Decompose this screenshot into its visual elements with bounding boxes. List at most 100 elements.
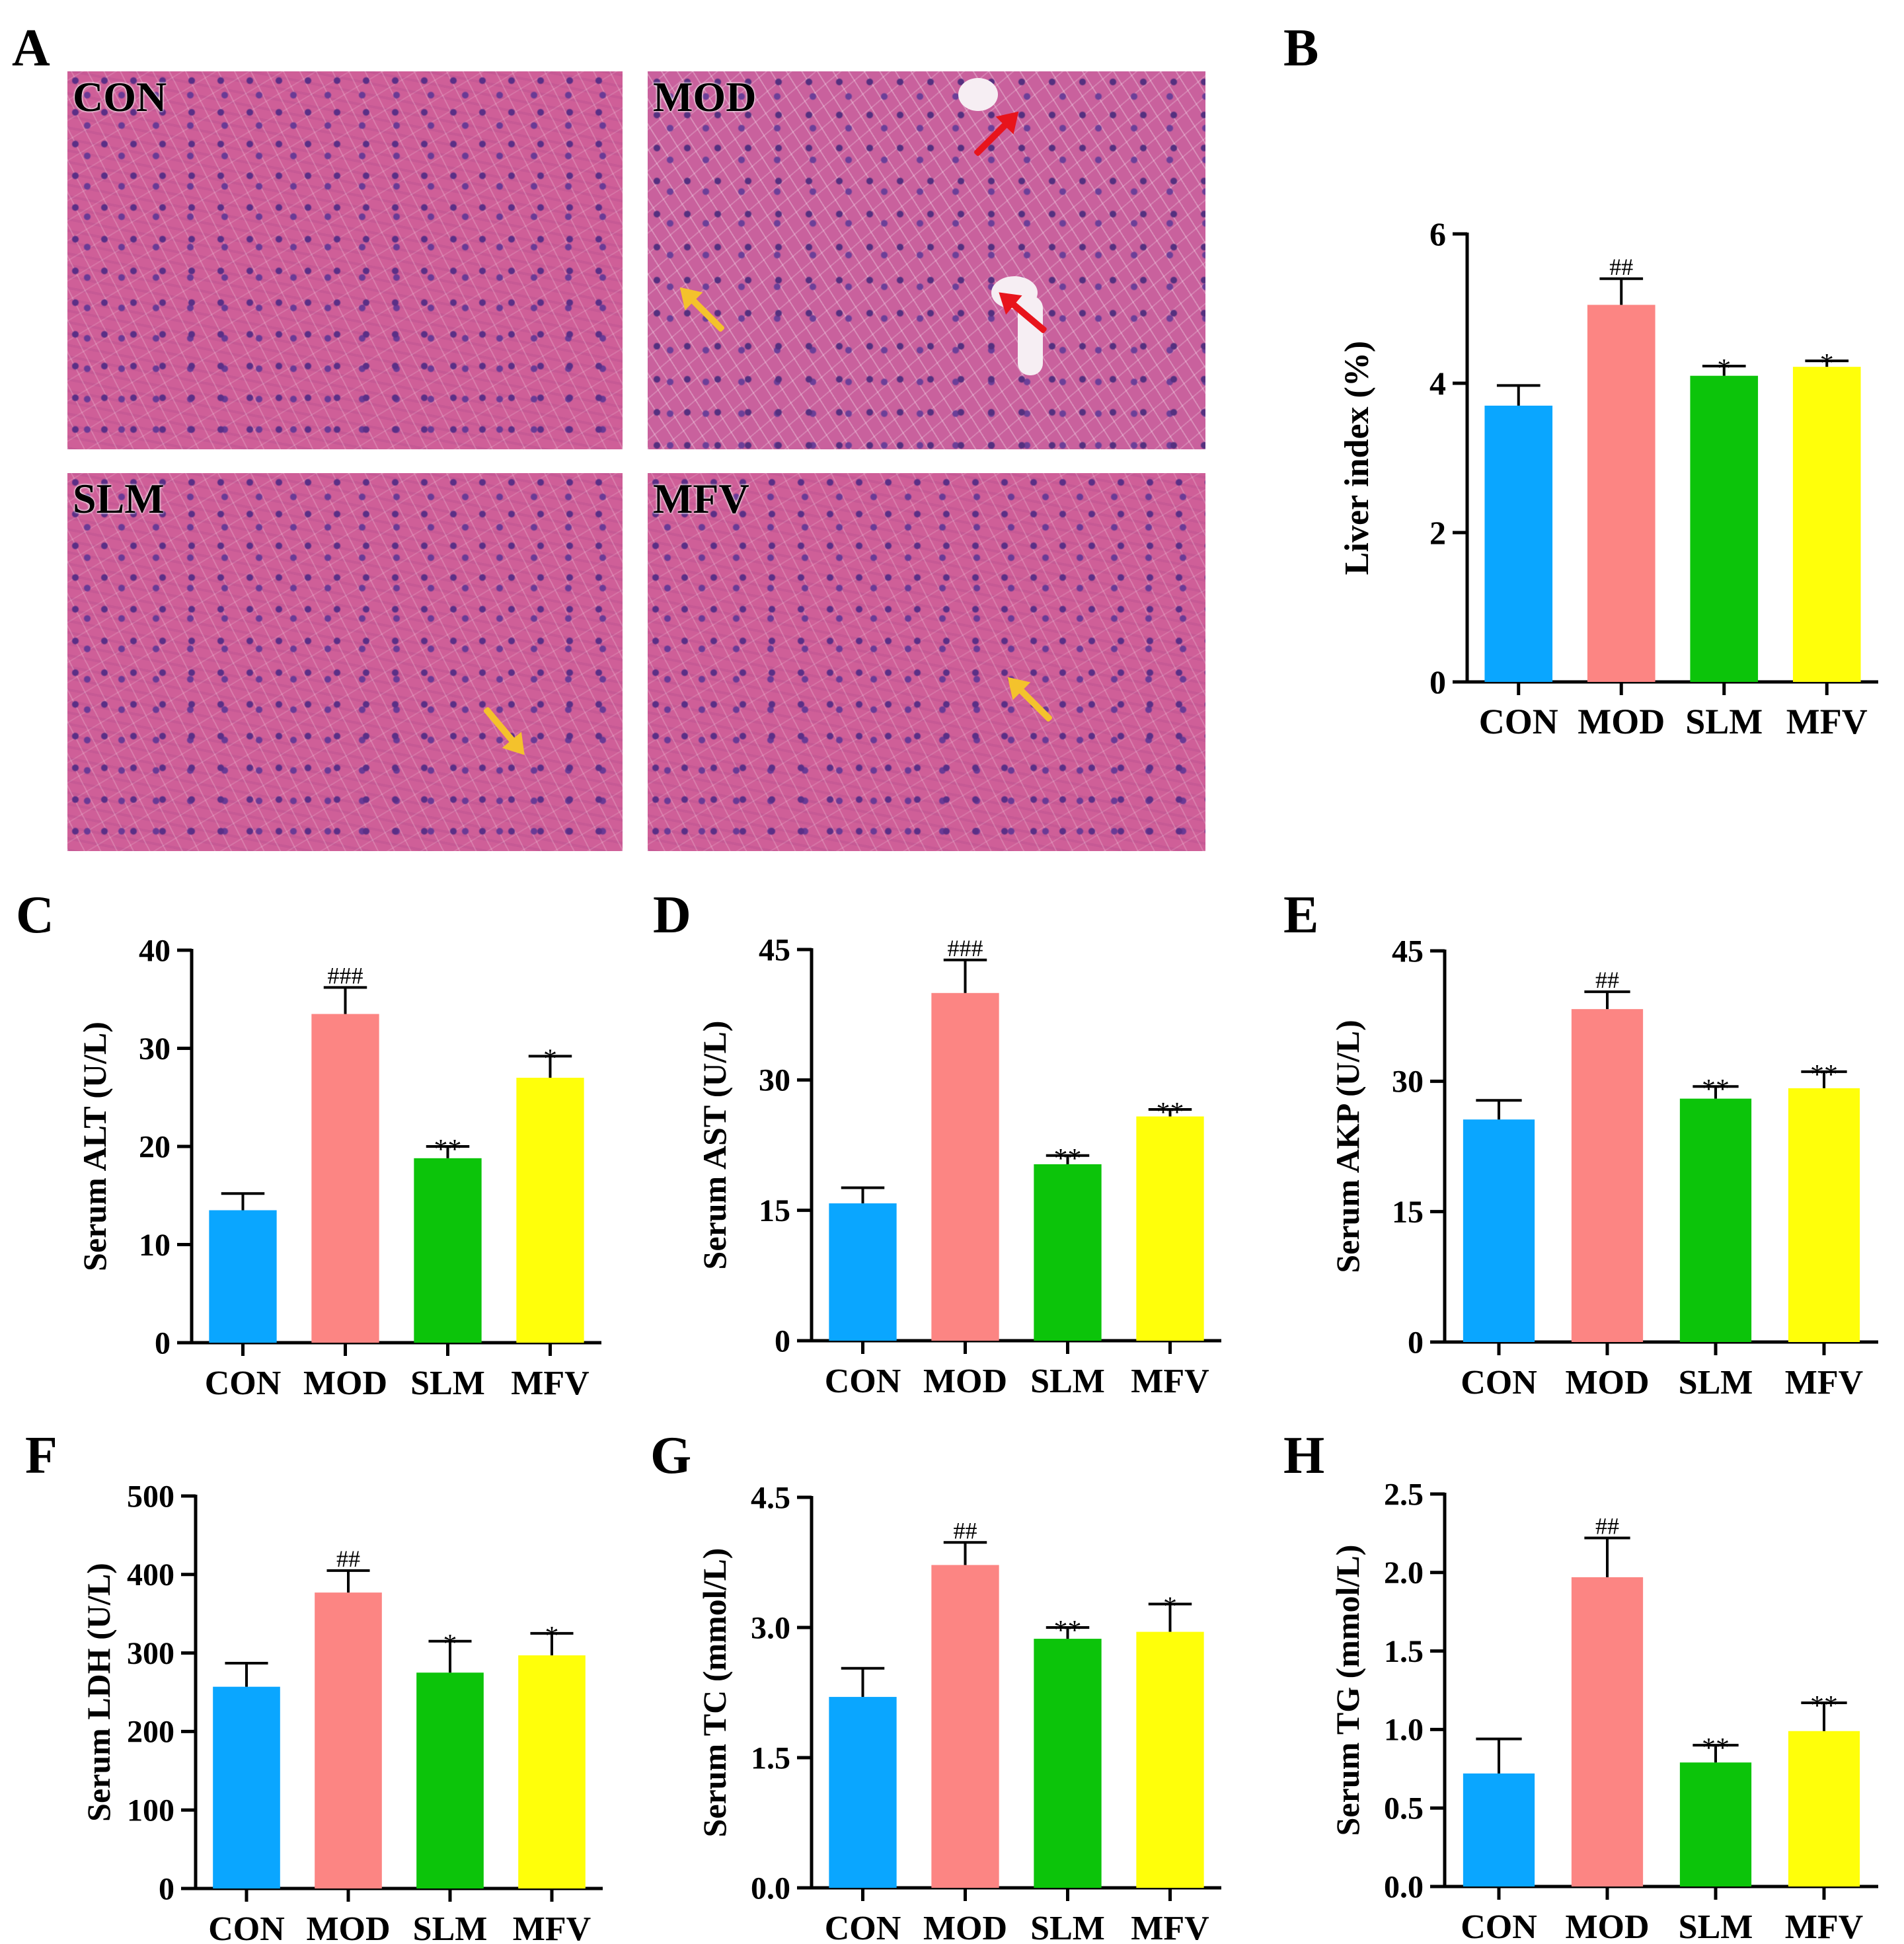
significance-marker: ** <box>1702 1733 1730 1764</box>
significance-marker: ### <box>328 962 363 989</box>
y-tick-label: 10 <box>139 1228 171 1263</box>
significance-marker: ## <box>954 1517 977 1544</box>
bar-con <box>209 1210 277 1343</box>
y-tick-label: 30 <box>1392 1065 1424 1100</box>
x-tick-label: MFV <box>513 1910 591 1944</box>
x-tick-label: MOD <box>1578 702 1665 741</box>
bar-con <box>213 1686 280 1888</box>
significance-marker: ** <box>1702 1074 1730 1105</box>
significance-marker: ### <box>948 935 983 961</box>
y-tick-label: 200 <box>127 1715 174 1750</box>
y-tick-label: 2 <box>1429 514 1446 551</box>
bar-con <box>1463 1773 1535 1887</box>
significance-marker: ## <box>1609 254 1633 280</box>
significance-marker: * <box>1820 349 1834 379</box>
micrograph-mfv: MFV <box>648 473 1205 851</box>
bar-slm <box>1679 1098 1752 1342</box>
bar-mfv <box>1792 367 1861 682</box>
significance-marker: ** <box>1054 1616 1082 1646</box>
significance-marker: ** <box>1810 1060 1838 1090</box>
x-tick-label: CON <box>1461 1364 1537 1402</box>
y-tick-label: 45 <box>759 932 790 967</box>
x-tick-label: SLM <box>1679 1364 1753 1402</box>
bar-mod <box>931 992 999 1341</box>
bar-mod <box>931 1565 999 1888</box>
bar-slm <box>1034 1164 1102 1341</box>
panel-letter-f: F <box>25 1427 57 1485</box>
bar-slm <box>414 1158 482 1343</box>
significance-marker: ** <box>1810 1691 1838 1721</box>
micrograph-label-con: CON <box>73 73 167 120</box>
y-tick-label: 500 <box>127 1479 174 1514</box>
bar-mod <box>1571 1009 1644 1342</box>
bar-slm <box>1690 375 1759 682</box>
bar-mfv <box>518 1655 586 1888</box>
bar-mod <box>311 1014 379 1343</box>
y-tick-label: 100 <box>127 1793 174 1828</box>
x-tick-label: SLM <box>1030 1910 1105 1944</box>
bar-con <box>1484 405 1553 682</box>
y-tick-label: 300 <box>127 1636 174 1671</box>
bar-con <box>829 1203 897 1341</box>
panel-letter-h: H <box>1283 1427 1325 1485</box>
x-tick-label: MOD <box>1565 1364 1649 1402</box>
y-tick-label: 0 <box>775 1324 790 1359</box>
x-tick-label: MFV <box>511 1365 589 1402</box>
y-tick-label: 4 <box>1429 365 1446 402</box>
panel-letter-g: G <box>650 1427 692 1485</box>
significance-marker: * <box>543 1044 557 1074</box>
y-tick-label: 3.0 <box>751 1610 790 1645</box>
micrograph-con: CON <box>67 71 623 449</box>
y-tick-label: 0 <box>1408 1325 1424 1360</box>
x-tick-label: SLM <box>410 1365 485 1402</box>
y-tick-label: 30 <box>139 1031 171 1066</box>
y-axis-label: Serum TG (mmol/L) <box>1329 1545 1366 1836</box>
x-tick-label: CON <box>825 1363 901 1400</box>
x-tick-label: CON <box>1479 702 1558 741</box>
significance-marker: ## <box>336 1546 360 1572</box>
x-tick-label: MFV <box>1785 1364 1863 1402</box>
significance-marker: ## <box>1595 1513 1619 1540</box>
y-axis-label: Serum LDH (U/L) <box>80 1563 117 1822</box>
y-tick-label: 40 <box>139 933 171 968</box>
panel-letter-c: C <box>16 886 54 944</box>
bar-con <box>1463 1119 1535 1342</box>
y-axis-label: Liver index (%) <box>1338 341 1376 575</box>
micrograph-slm: SLM <box>67 473 623 851</box>
panel-letter-d: D <box>653 886 691 944</box>
x-tick-label: MOD <box>306 1910 390 1944</box>
x-tick-label: MOD <box>303 1365 387 1402</box>
y-tick-label: 0.5 <box>1384 1791 1424 1826</box>
significance-marker: ** <box>434 1135 462 1165</box>
y-tick-label: 0 <box>155 1326 171 1361</box>
bar-mfv <box>516 1078 584 1343</box>
x-tick-label: MOD <box>1565 1908 1649 1944</box>
y-tick-label: 0.0 <box>751 1871 790 1906</box>
bar-mfv <box>1788 1731 1860 1887</box>
x-tick-label: MFV <box>1785 1908 1863 1944</box>
panel-letter-b: B <box>1283 19 1319 77</box>
y-axis-label: Serum AKP (U/L) <box>1329 1020 1366 1273</box>
x-tick-label: SLM <box>1685 702 1763 741</box>
y-tick-label: 0.0 <box>1384 1869 1424 1904</box>
x-tick-label: SLM <box>413 1910 488 1944</box>
micrograph-mod: MOD <box>648 71 1205 449</box>
bar-mfv <box>1788 1088 1860 1342</box>
significance-marker: * <box>1717 354 1731 385</box>
x-tick-label: CON <box>205 1365 282 1402</box>
y-tick-label: 6 <box>1429 215 1446 252</box>
x-tick-label: MFV <box>1131 1363 1209 1400</box>
bar-slm <box>1034 1639 1102 1888</box>
y-tick-label: 15 <box>1392 1195 1424 1230</box>
y-tick-label: 1.5 <box>1384 1634 1424 1669</box>
x-tick-label: MFV <box>1131 1910 1209 1944</box>
x-tick-label: MOD <box>923 1363 1007 1400</box>
bar-slm <box>416 1672 484 1888</box>
